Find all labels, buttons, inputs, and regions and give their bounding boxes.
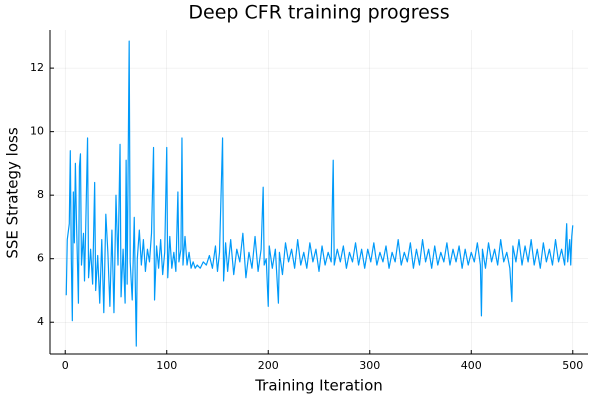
x-tick-label: 400 <box>461 359 482 372</box>
y-axis-label: SSE Strategy loss <box>4 127 22 258</box>
y-tick-label: 4 <box>37 315 44 328</box>
y-tick-label: 12 <box>30 61 44 74</box>
grid <box>50 30 588 354</box>
x-axis-label: Training Iteration <box>254 377 383 395</box>
x-tick-label: 300 <box>359 359 380 372</box>
x-tick-label: 200 <box>258 359 279 372</box>
y-tick-label: 10 <box>30 125 44 138</box>
chart-title: Deep CFR training progress <box>188 2 449 24</box>
x-tick-label: 500 <box>562 359 583 372</box>
y-tick-label: 8 <box>37 188 44 201</box>
x-tick-label: 0 <box>62 359 69 372</box>
data-line <box>65 40 574 347</box>
x-tick-label: 100 <box>156 359 177 372</box>
y-tick-label: 6 <box>37 252 44 265</box>
